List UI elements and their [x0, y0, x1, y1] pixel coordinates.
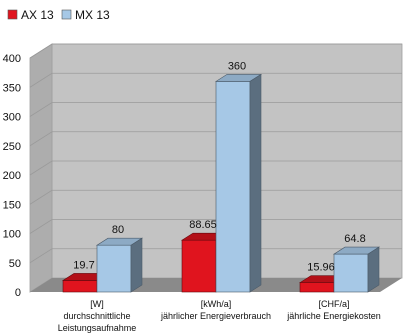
category-label-line: jährliche Energiekosten	[286, 311, 381, 321]
value-label: 19.7	[73, 259, 94, 271]
y-tick-label: 150	[3, 199, 21, 211]
category-label-line: [W]	[90, 299, 104, 309]
gridline	[29, 102, 402, 117]
bar-side	[249, 73, 262, 293]
bar-front	[333, 253, 369, 293]
bar-side	[367, 246, 380, 293]
bar	[95, 237, 144, 293]
bar	[332, 246, 381, 293]
gridline	[29, 248, 402, 264]
gridline	[29, 219, 402, 234]
y-tick-label: 350	[3, 82, 21, 94]
legend-swatch	[7, 9, 18, 20]
y-tick-label: 200	[3, 170, 21, 182]
bar-front	[96, 244, 132, 293]
gridline	[29, 189, 402, 205]
category-labels: [W] durchschnittliche Leistungsaufnahme [kW…	[58, 299, 381, 333]
category-label: [kWh/a] jährlicher Energieverbrauch	[160, 299, 271, 321]
bar-front	[62, 280, 98, 293]
value-label: 88.65	[189, 219, 217, 231]
category-label: [CHF/a] jährliche Energiekosten	[286, 299, 381, 321]
bar-front	[181, 239, 217, 293]
gridline	[29, 43, 402, 59]
gridline	[29, 160, 402, 176]
y-tick-label: 100	[3, 229, 21, 241]
legend-label: AX 13	[21, 8, 54, 22]
y-tick-label: 300	[3, 112, 21, 124]
category-label-line: [kWh/a]	[201, 299, 232, 309]
legend-entry: MX 13	[61, 8, 110, 22]
gridline	[29, 131, 402, 147]
bars	[61, 73, 381, 293]
gridlines	[29, 43, 402, 264]
legend-label: MX 13	[75, 8, 110, 22]
value-label: 80	[112, 224, 124, 236]
value-label: 360	[228, 60, 246, 72]
y-tick-label: 0	[15, 287, 21, 299]
category-label-line: durchschnittliche	[63, 311, 130, 321]
category-label-line: Leistungsaufnahme	[58, 323, 137, 333]
y-axis-ticks: 0 50 100 150 200 250 300 350 400	[3, 53, 21, 299]
bar-side	[130, 237, 143, 293]
value-labels: 19.7 88.65 15.96 80 360 64.8	[73, 60, 365, 273]
value-label: 15.96	[307, 262, 335, 274]
gridline	[29, 72, 402, 88]
bar	[214, 73, 263, 293]
category-label-line: [CHF/a]	[318, 299, 349, 309]
category-label: [W] durchschnittliche Leistungsaufnahme	[58, 299, 137, 333]
y-tick-label: 250	[3, 141, 21, 153]
category-label-line: jährlicher Energieverbrauch	[160, 311, 271, 321]
bar-front	[299, 282, 335, 293]
y-tick-label: 400	[3, 53, 21, 65]
value-label: 64.8	[344, 233, 365, 245]
legend: AX 13 MX 13	[7, 8, 110, 22]
y-tick-label: 50	[9, 258, 21, 270]
legend-swatch	[61, 9, 72, 20]
bar-front	[215, 81, 251, 293]
legend-entry: AX 13	[7, 8, 54, 22]
